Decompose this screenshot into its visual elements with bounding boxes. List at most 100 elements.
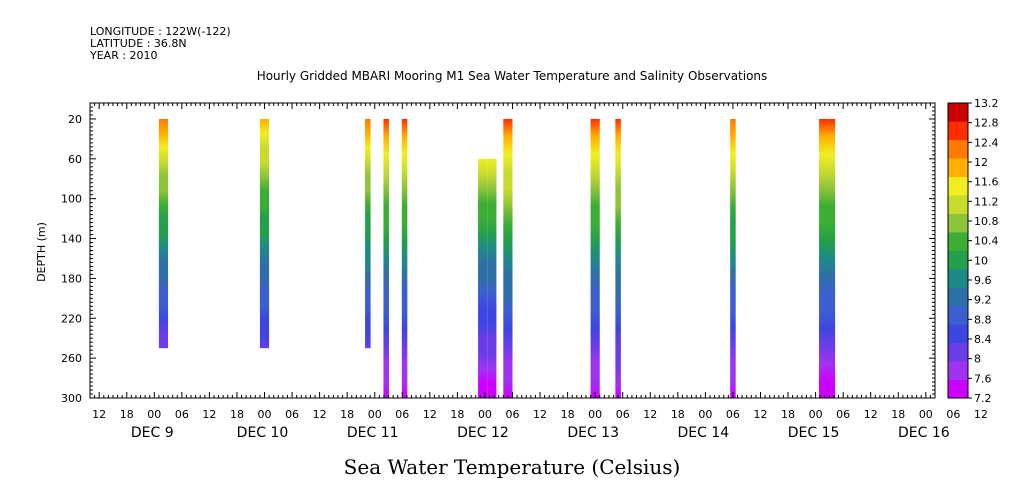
x-tick-label: 06 — [175, 408, 189, 421]
y-tick-label: 300 — [61, 392, 82, 405]
longitude-label: LONGITUDE : 122W(-122) — [90, 25, 231, 38]
colorbar-swatch — [948, 176, 968, 196]
profile-column — [259, 118, 270, 349]
x-tick-label: 06 — [616, 408, 630, 421]
y-tick-label: 20 — [68, 113, 82, 126]
colorbar-label: 12.4 — [974, 136, 999, 149]
x-tick-label: 00 — [368, 408, 382, 421]
date-label: DEC 14 — [678, 425, 730, 441]
x-tick-label: 12 — [753, 408, 767, 421]
x-tick-label: 18 — [561, 408, 575, 421]
colorbar-swatch — [948, 103, 968, 122]
profile-column — [819, 118, 836, 398]
colorbar: 7.2 7.6 8 8.4 8.8 9.2 9.6 10 10.4 10.8 11.2 11.6 12 1… — [947, 97, 999, 405]
x-tick-label: 18 — [450, 408, 464, 421]
colorbar-swatch — [948, 268, 968, 288]
colorbar-label: 11.2 — [974, 195, 999, 208]
y-tick-label: 140 — [61, 233, 82, 246]
date-label: DEC 9 — [131, 425, 174, 441]
x-tick-label: 00 — [809, 408, 823, 421]
x-tick-label: 12 — [313, 408, 327, 421]
colorbar-swatch — [948, 379, 968, 399]
plot-axes: 12 18 00 06 12 18 00 06 12 18 00 06 12 18 00 06 12 18 00 06… — [61, 102, 988, 441]
colorbar-label: 10.4 — [974, 235, 999, 248]
colorbar-swatch — [948, 250, 968, 270]
colorbar-frame — [947, 102, 969, 399]
x-tick-label: 06 — [395, 408, 409, 421]
x-tick-label: 18 — [340, 408, 354, 421]
colorbar-label: 9.2 — [974, 294, 992, 307]
x-tick-label: 00 — [919, 408, 933, 421]
y-tick-label: 100 — [61, 193, 82, 206]
date-label: DEC 10 — [237, 425, 289, 441]
colorbar-label: 8 — [974, 353, 981, 366]
x-tick-label: 18 — [230, 408, 244, 421]
x-tick-label: 06 — [836, 408, 850, 421]
x-tick-label: 12 — [533, 408, 547, 421]
colorbar-swatch — [948, 324, 968, 343]
x-tick-label: 18 — [671, 408, 685, 421]
profile-column — [730, 118, 736, 398]
x-tick-label: 00 — [478, 408, 492, 421]
colorbar-label: 12.8 — [974, 117, 999, 130]
x-axis-title: Sea Water Temperature (Celsius) — [344, 455, 681, 479]
colorbar-label: 10 — [974, 254, 988, 267]
profile-column — [401, 118, 408, 398]
colorbar-swatch — [948, 287, 968, 307]
colorbar-swatch — [948, 121, 968, 141]
x-tick-label: 06 — [506, 408, 520, 421]
colorbar-swatch — [948, 361, 968, 380]
y-axis-title: DEPTH (m) — [35, 222, 48, 282]
y-tick-label: 180 — [61, 272, 82, 285]
profile-column — [487, 158, 497, 398]
x-tick-label: 12 — [202, 408, 216, 421]
profile-column — [615, 118, 621, 398]
x-tick-label: 12 — [974, 408, 988, 421]
y-tick-label: 260 — [61, 352, 82, 365]
profile-column — [158, 118, 169, 349]
colorbar-swatch — [948, 195, 968, 214]
colorbar-swatch — [948, 305, 968, 325]
latitude-label: LATITUDE : 36.8N — [90, 37, 187, 50]
x-tick-label: 12 — [423, 408, 437, 421]
date-label: DEC 12 — [457, 425, 509, 441]
colorbar-label: 9.6 — [974, 274, 992, 287]
colorbar-label: 7.2 — [974, 392, 992, 405]
x-tick-label: 00 — [588, 408, 602, 421]
colorbar-swatch — [948, 342, 968, 362]
colorbar-label: 7.6 — [974, 372, 992, 385]
profile-column — [383, 118, 389, 398]
x-tick-label: 06 — [285, 408, 299, 421]
colorbar-swatch — [948, 158, 968, 178]
colorbar-label: 11.6 — [974, 176, 999, 189]
year-label: YEAR : 2010 — [89, 49, 158, 62]
x-tick-label: 18 — [781, 408, 795, 421]
x-tick-label: 18 — [891, 408, 905, 421]
date-label: DEC 13 — [567, 425, 619, 441]
x-tick-label: 12 — [92, 408, 106, 421]
x-tick-label: 06 — [946, 408, 960, 421]
colorbar-label: 13.2 — [974, 97, 999, 110]
y-tick-label: 220 — [61, 312, 82, 325]
x-tick-label: 00 — [147, 408, 161, 421]
profile-column — [503, 118, 513, 398]
date-label: DEC 11 — [347, 425, 399, 441]
x-tick-label: 12 — [643, 408, 657, 421]
profile-columns — [158, 118, 836, 398]
colorbar-swatch — [948, 139, 968, 159]
colorbar-label: 8.8 — [974, 313, 992, 326]
colorbar-swatch — [948, 213, 968, 233]
profile-column — [365, 118, 371, 349]
colorbar-label: 12 — [974, 156, 988, 169]
chart-title: Hourly Gridded MBARI Mooring M1 Sea Wate… — [257, 69, 768, 83]
x-tick-label: 06 — [726, 408, 740, 421]
x-tick-label: 00 — [258, 408, 272, 421]
y-tick-label: 60 — [68, 153, 82, 166]
profile-column — [478, 158, 488, 398]
x-tick-label: 12 — [864, 408, 878, 421]
date-label: DEC 15 — [788, 425, 840, 441]
profile-column — [590, 118, 600, 398]
date-label: DEC 16 — [898, 425, 950, 441]
colorbar-label: 8.4 — [974, 333, 992, 346]
